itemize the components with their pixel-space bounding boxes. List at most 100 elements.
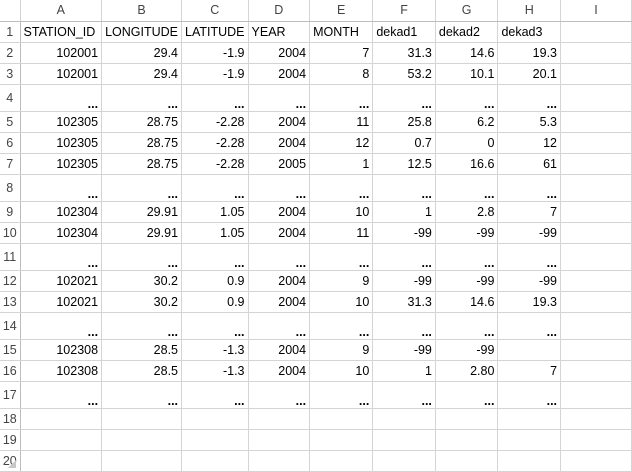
- cell-i18[interactable]: [560, 408, 632, 430]
- cell-e4[interactable]: ...: [309, 84, 374, 112]
- cell-h19[interactable]: [497, 429, 562, 451]
- cell-f17[interactable]: ...: [372, 381, 436, 409]
- cell-c14[interactable]: ...: [181, 312, 249, 340]
- cell-e7[interactable]: 1: [309, 153, 374, 175]
- row-header-11[interactable]: 11: [0, 243, 21, 271]
- cell-c19[interactable]: [181, 429, 249, 451]
- cell-a11[interactable]: ...: [20, 243, 103, 271]
- cell-c13[interactable]: 0.9: [181, 291, 249, 313]
- cell-b15[interactable]: 28.5: [101, 339, 183, 361]
- row-header-3[interactable]: 3: [0, 63, 21, 85]
- column-header-b[interactable]: B: [101, 0, 183, 22]
- cell-g3[interactable]: 10.1: [435, 63, 499, 85]
- column-header-c[interactable]: C: [181, 0, 249, 22]
- cell-g9[interactable]: 2.8: [435, 201, 499, 223]
- cell-i11[interactable]: [560, 243, 632, 271]
- cell-a2[interactable]: 102001: [20, 42, 103, 64]
- cell-a8[interactable]: ...: [20, 174, 103, 202]
- cell-a5[interactable]: 102305: [20, 111, 103, 133]
- cell-d7[interactable]: 2005: [248, 153, 311, 175]
- cell-e1[interactable]: MONTH: [309, 21, 374, 43]
- cell-b2[interactable]: 29.4: [101, 42, 183, 64]
- cell-h16[interactable]: 7: [497, 360, 562, 382]
- cell-c6[interactable]: -2.28: [181, 132, 249, 154]
- cell-f16[interactable]: 1: [372, 360, 436, 382]
- cell-a3[interactable]: 102001: [20, 63, 103, 85]
- cell-g8[interactable]: ...: [435, 174, 499, 202]
- cell-d3[interactable]: 2004: [248, 63, 311, 85]
- cell-c15[interactable]: -1.3: [181, 339, 249, 361]
- cell-i17[interactable]: [560, 381, 632, 409]
- cell-f7[interactable]: 12.5: [372, 153, 436, 175]
- cell-d12[interactable]: 2004: [248, 270, 311, 292]
- cell-d6[interactable]: 2004: [248, 132, 311, 154]
- cell-b7[interactable]: 28.75: [101, 153, 183, 175]
- cell-g10[interactable]: -99: [435, 222, 499, 244]
- cell-f11[interactable]: ...: [372, 243, 436, 271]
- cell-i5[interactable]: [560, 111, 632, 133]
- cell-i4[interactable]: [560, 84, 632, 112]
- cell-b10[interactable]: 29.91: [101, 222, 183, 244]
- cell-e15[interactable]: 9: [309, 339, 374, 361]
- cell-i7[interactable]: [560, 153, 632, 175]
- row-header-17[interactable]: 17: [0, 381, 21, 409]
- cell-f12[interactable]: -99: [372, 270, 436, 292]
- cell-c9[interactable]: 1.05: [181, 201, 249, 223]
- cell-c4[interactable]: ...: [181, 84, 249, 112]
- cell-d10[interactable]: 2004: [248, 222, 311, 244]
- cell-b1[interactable]: LONGITUDE: [101, 21, 183, 43]
- cell-c12[interactable]: 0.9: [181, 270, 249, 292]
- cell-d20[interactable]: [248, 450, 311, 472]
- cell-e3[interactable]: 8: [309, 63, 374, 85]
- column-header-g[interactable]: G: [435, 0, 499, 22]
- row-header-2[interactable]: 2: [0, 42, 21, 64]
- cell-d5[interactable]: 2004: [248, 111, 311, 133]
- cell-d11[interactable]: ...: [248, 243, 311, 271]
- cell-b6[interactable]: 28.75: [101, 132, 183, 154]
- cell-d8[interactable]: ...: [248, 174, 311, 202]
- cell-f1[interactable]: dekad1: [372, 21, 436, 43]
- cell-d17[interactable]: ...: [248, 381, 311, 409]
- cell-b19[interactable]: [101, 429, 183, 451]
- cell-a15[interactable]: 102308: [20, 339, 103, 361]
- row-header-19[interactable]: 19: [0, 429, 21, 451]
- cell-i15[interactable]: [560, 339, 632, 361]
- cell-e12[interactable]: 9: [309, 270, 374, 292]
- cell-d9[interactable]: 2004: [248, 201, 311, 223]
- row-header-16[interactable]: 16: [0, 360, 21, 382]
- cell-e6[interactable]: 12: [309, 132, 374, 154]
- cell-g11[interactable]: ...: [435, 243, 499, 271]
- row-header-18[interactable]: 18: [0, 408, 21, 430]
- cell-a7[interactable]: 102305: [20, 153, 103, 175]
- cell-g6[interactable]: 0: [435, 132, 499, 154]
- cell-f15[interactable]: -99: [372, 339, 436, 361]
- cell-c3[interactable]: -1.9: [181, 63, 249, 85]
- cell-a1[interactable]: STATION_ID: [20, 21, 103, 43]
- cell-e10[interactable]: 11: [309, 222, 374, 244]
- cell-a17[interactable]: ...: [20, 381, 103, 409]
- cell-g18[interactable]: [435, 408, 499, 430]
- cell-b4[interactable]: ...: [101, 84, 183, 112]
- column-header-a[interactable]: A: [20, 0, 103, 22]
- cell-d15[interactable]: 2004: [248, 339, 311, 361]
- cell-h14[interactable]: ...: [497, 312, 562, 340]
- cell-a16[interactable]: 102308: [20, 360, 103, 382]
- cell-b14[interactable]: ...: [101, 312, 183, 340]
- cell-f18[interactable]: [372, 408, 436, 430]
- cell-h5[interactable]: 5.3: [497, 111, 562, 133]
- cell-h17[interactable]: ...: [497, 381, 562, 409]
- row-header-5[interactable]: 5: [0, 111, 21, 133]
- cell-i1[interactable]: [560, 21, 632, 43]
- cell-f4[interactable]: ...: [372, 84, 436, 112]
- cell-h15[interactable]: [497, 339, 562, 361]
- cell-i3[interactable]: [560, 63, 632, 85]
- column-header-e[interactable]: E: [309, 0, 374, 22]
- cell-i10[interactable]: [560, 222, 632, 244]
- cell-g5[interactable]: 6.2: [435, 111, 499, 133]
- cell-e16[interactable]: 10: [309, 360, 374, 382]
- cell-b13[interactable]: 30.2: [101, 291, 183, 313]
- cell-g15[interactable]: -99: [435, 339, 499, 361]
- cell-b20[interactable]: [101, 450, 183, 472]
- cell-c18[interactable]: [181, 408, 249, 430]
- cell-h18[interactable]: [497, 408, 562, 430]
